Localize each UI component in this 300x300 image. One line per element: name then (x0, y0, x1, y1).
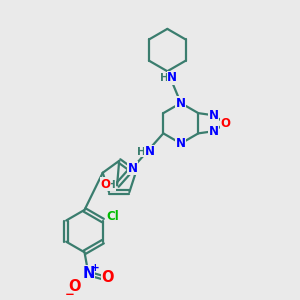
Text: N: N (209, 109, 219, 122)
Text: O: O (101, 270, 114, 285)
Text: N: N (209, 125, 219, 138)
Text: O: O (220, 117, 230, 130)
Text: O: O (101, 178, 111, 191)
Text: N: N (128, 161, 137, 175)
Text: N: N (176, 97, 186, 110)
Text: N: N (145, 145, 155, 158)
Text: +: + (91, 263, 100, 273)
Text: H: H (160, 73, 169, 83)
Text: N: N (82, 266, 94, 281)
Text: N: N (167, 71, 177, 85)
Text: Cl: Cl (106, 210, 119, 223)
Text: O: O (69, 280, 81, 295)
Text: −: − (65, 288, 75, 300)
Text: H: H (107, 180, 116, 190)
Text: H: H (137, 147, 146, 157)
Text: N: N (176, 137, 186, 150)
